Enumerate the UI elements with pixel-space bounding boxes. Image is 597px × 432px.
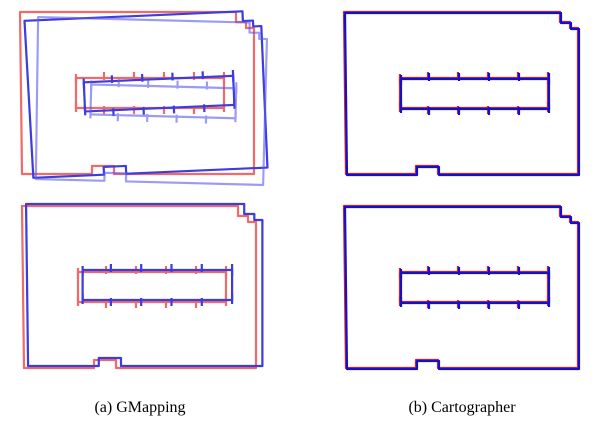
cartographer-map-1	[344, 12, 579, 175]
page: (a) GMapping (b) Cartographer (() => { c…	[0, 0, 597, 432]
gmapping-map-1	[20, 11, 267, 185]
gmapping-map-2	[22, 204, 262, 368]
caption: (a) GMapping	[94, 399, 185, 416]
figure: (a) GMapping (b) Cartographer	[0, 0, 597, 432]
cartographer-map-2	[344, 206, 579, 369]
caption: (b) Cartographer	[408, 399, 516, 416]
